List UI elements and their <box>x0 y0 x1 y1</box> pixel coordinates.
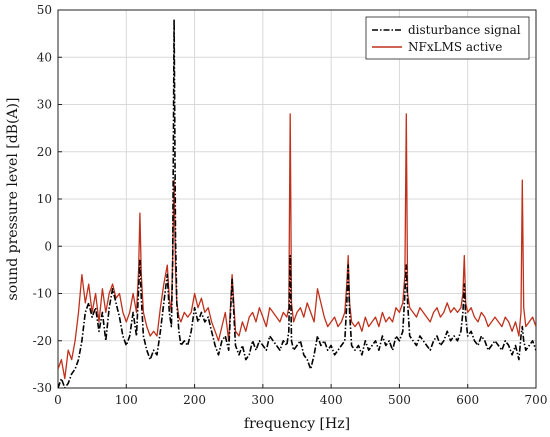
x-axis-label: frequency [Hz] <box>244 416 350 432</box>
grid-lines <box>57 9 537 389</box>
y-tick-label: -20 <box>33 334 52 348</box>
x-tick-label: 700 <box>525 393 548 407</box>
y-tick-label: 40 <box>37 50 52 64</box>
x-axis-ticks: 0 100 200 300 400 500 600 700 <box>54 384 547 407</box>
x-tick-label: 300 <box>251 393 274 407</box>
y-tick-label: -10 <box>33 287 52 301</box>
y-tick-label: 30 <box>37 98 52 112</box>
y-tick-label: 0 <box>44 239 52 253</box>
x-tick-label: 600 <box>456 393 479 407</box>
legend-label-disturbance: disturbance signal <box>408 23 521 37</box>
y-axis-label: sound pressure level [dB(A)] <box>5 98 21 301</box>
y-tick-label: 10 <box>37 192 52 206</box>
x-tick-label: 0 <box>54 393 62 407</box>
x-tick-label: 400 <box>320 393 343 407</box>
y-tick-label: 20 <box>37 145 52 159</box>
x-tick-label: 100 <box>115 393 138 407</box>
x-tick-label: 500 <box>388 393 411 407</box>
series-layer <box>58 18 536 388</box>
legend-label-nfxlms: NFxLMS active <box>408 40 502 54</box>
series-nfxlms-line <box>58 113 536 380</box>
legend: disturbance signal NFxLMS active <box>365 16 530 60</box>
legend-box <box>365 16 530 60</box>
y-tick-label: -30 <box>33 381 52 395</box>
y-tick-label: 50 <box>37 3 52 17</box>
series-disturbance-line <box>58 18 536 388</box>
y-axis-ticks: -30 -20 -10 0 10 20 30 40 50 <box>33 3 62 395</box>
x-tick-label: 200 <box>183 393 206 407</box>
